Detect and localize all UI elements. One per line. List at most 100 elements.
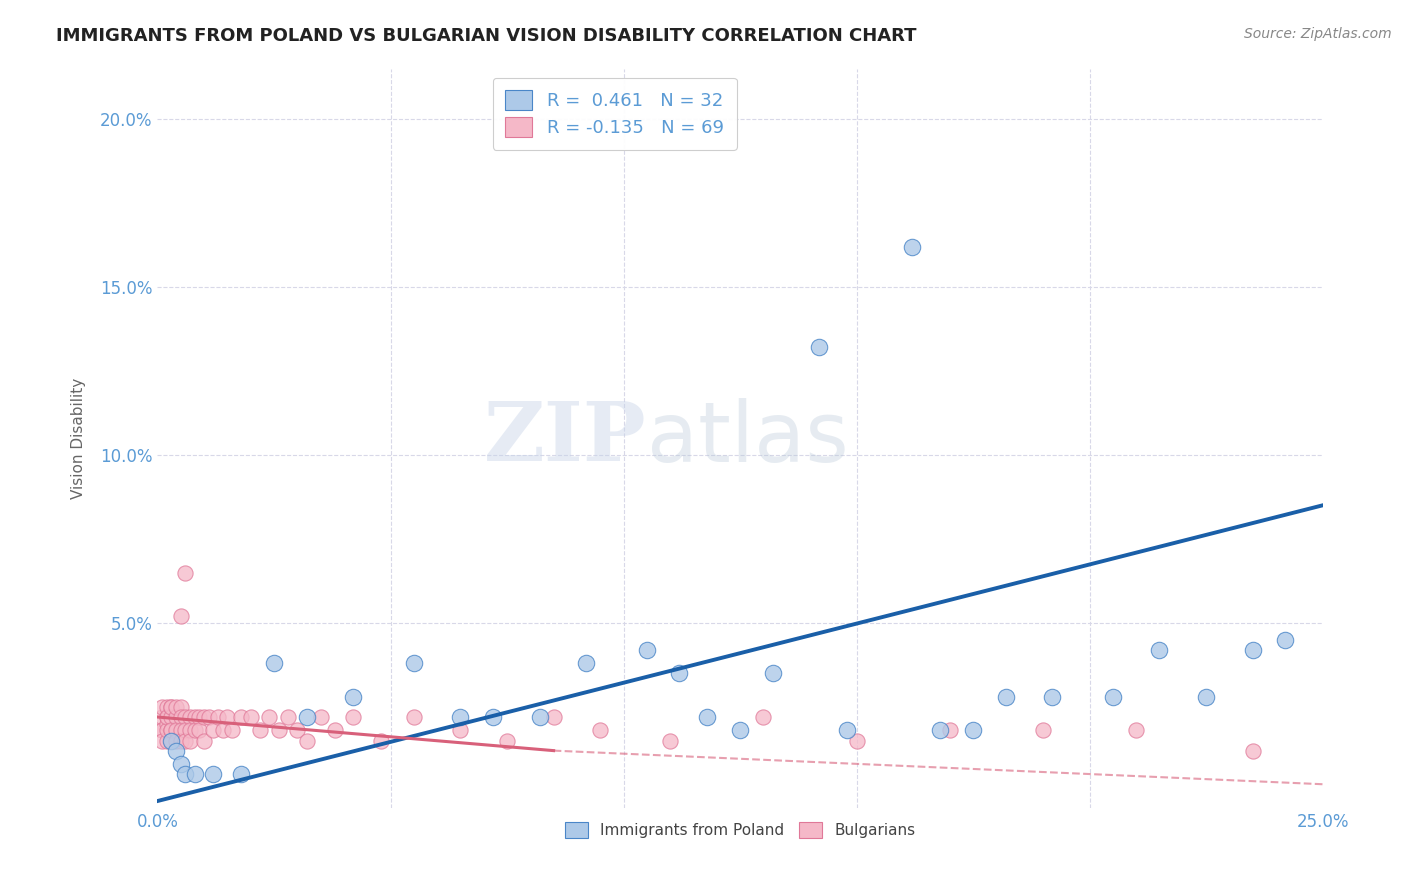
Point — [285, 723, 308, 738]
Point — [202, 723, 225, 738]
Point — [165, 710, 187, 724]
Point — [184, 767, 207, 781]
Point — [728, 723, 751, 738]
Point — [174, 733, 197, 747]
Text: atlas: atlas — [647, 398, 849, 479]
Point — [217, 710, 239, 724]
Point — [1274, 632, 1296, 647]
Point — [184, 710, 207, 724]
Point — [1040, 690, 1063, 704]
Point — [295, 710, 318, 724]
Point — [323, 723, 346, 738]
Point — [845, 733, 868, 747]
Point — [668, 666, 690, 681]
Point — [174, 767, 197, 781]
Point — [696, 710, 718, 724]
Point — [160, 700, 183, 714]
Point — [160, 723, 183, 738]
Point — [1195, 690, 1218, 704]
Point — [170, 609, 193, 624]
Point — [231, 767, 253, 781]
Point — [179, 733, 201, 747]
Text: Source: ZipAtlas.com: Source: ZipAtlas.com — [1244, 27, 1392, 41]
Point — [231, 710, 253, 724]
Point — [160, 733, 183, 747]
Point — [929, 723, 952, 738]
Y-axis label: Vision Disability: Vision Disability — [72, 377, 86, 499]
Point — [762, 666, 785, 681]
Point — [1241, 744, 1264, 758]
Point — [188, 710, 211, 724]
Point — [1241, 643, 1264, 657]
Point — [994, 690, 1017, 704]
Point — [150, 723, 173, 738]
Point — [156, 733, 179, 747]
Point — [267, 723, 290, 738]
Point — [808, 340, 831, 354]
Point — [165, 723, 187, 738]
Point — [277, 710, 299, 724]
Point — [174, 710, 197, 724]
Point — [529, 710, 551, 724]
Point — [342, 710, 364, 724]
Point — [1032, 723, 1054, 738]
Point — [156, 710, 179, 724]
Point — [221, 723, 243, 738]
Point — [901, 239, 924, 253]
Point — [543, 710, 565, 724]
Point — [575, 657, 598, 671]
Point — [202, 767, 225, 781]
Point — [160, 700, 183, 714]
Point — [259, 710, 281, 724]
Point — [295, 733, 318, 747]
Point — [188, 723, 211, 738]
Text: IMMIGRANTS FROM POLAND VS BULGARIAN VISION DISABILITY CORRELATION CHART: IMMIGRANTS FROM POLAND VS BULGARIAN VISI… — [56, 27, 917, 45]
Point — [496, 733, 519, 747]
Point — [165, 733, 187, 747]
Point — [211, 723, 233, 738]
Point — [150, 700, 173, 714]
Point — [170, 733, 193, 747]
Point — [174, 723, 197, 738]
Point — [179, 723, 201, 738]
Point — [174, 566, 197, 580]
Point — [156, 723, 179, 738]
Point — [160, 710, 183, 724]
Point — [309, 710, 332, 724]
Point — [239, 710, 262, 724]
Point — [1102, 690, 1125, 704]
Point — [752, 710, 775, 724]
Point — [207, 710, 229, 724]
Point — [962, 723, 984, 738]
Point — [150, 710, 173, 724]
Point — [179, 710, 201, 724]
Point — [165, 700, 187, 714]
Point — [170, 757, 193, 772]
Point — [1125, 723, 1147, 738]
Point — [659, 733, 682, 747]
Point — [184, 723, 207, 738]
Point — [402, 657, 425, 671]
Point — [370, 733, 392, 747]
Point — [249, 723, 271, 738]
Point — [150, 723, 173, 738]
Point — [837, 723, 859, 738]
Point — [193, 710, 215, 724]
Point — [589, 723, 612, 738]
Point — [449, 710, 471, 724]
Point — [193, 733, 215, 747]
Point — [160, 723, 183, 738]
Point — [165, 744, 187, 758]
Point — [938, 723, 960, 738]
Point — [449, 723, 471, 738]
Legend: Immigrants from Poland, Bulgarians: Immigrants from Poland, Bulgarians — [558, 815, 921, 845]
Point — [1149, 643, 1171, 657]
Point — [342, 690, 364, 704]
Point — [170, 700, 193, 714]
Text: ZIP: ZIP — [484, 398, 647, 478]
Point — [156, 700, 179, 714]
Point — [156, 716, 179, 731]
Point — [170, 723, 193, 738]
Point — [150, 733, 173, 747]
Point — [160, 733, 183, 747]
